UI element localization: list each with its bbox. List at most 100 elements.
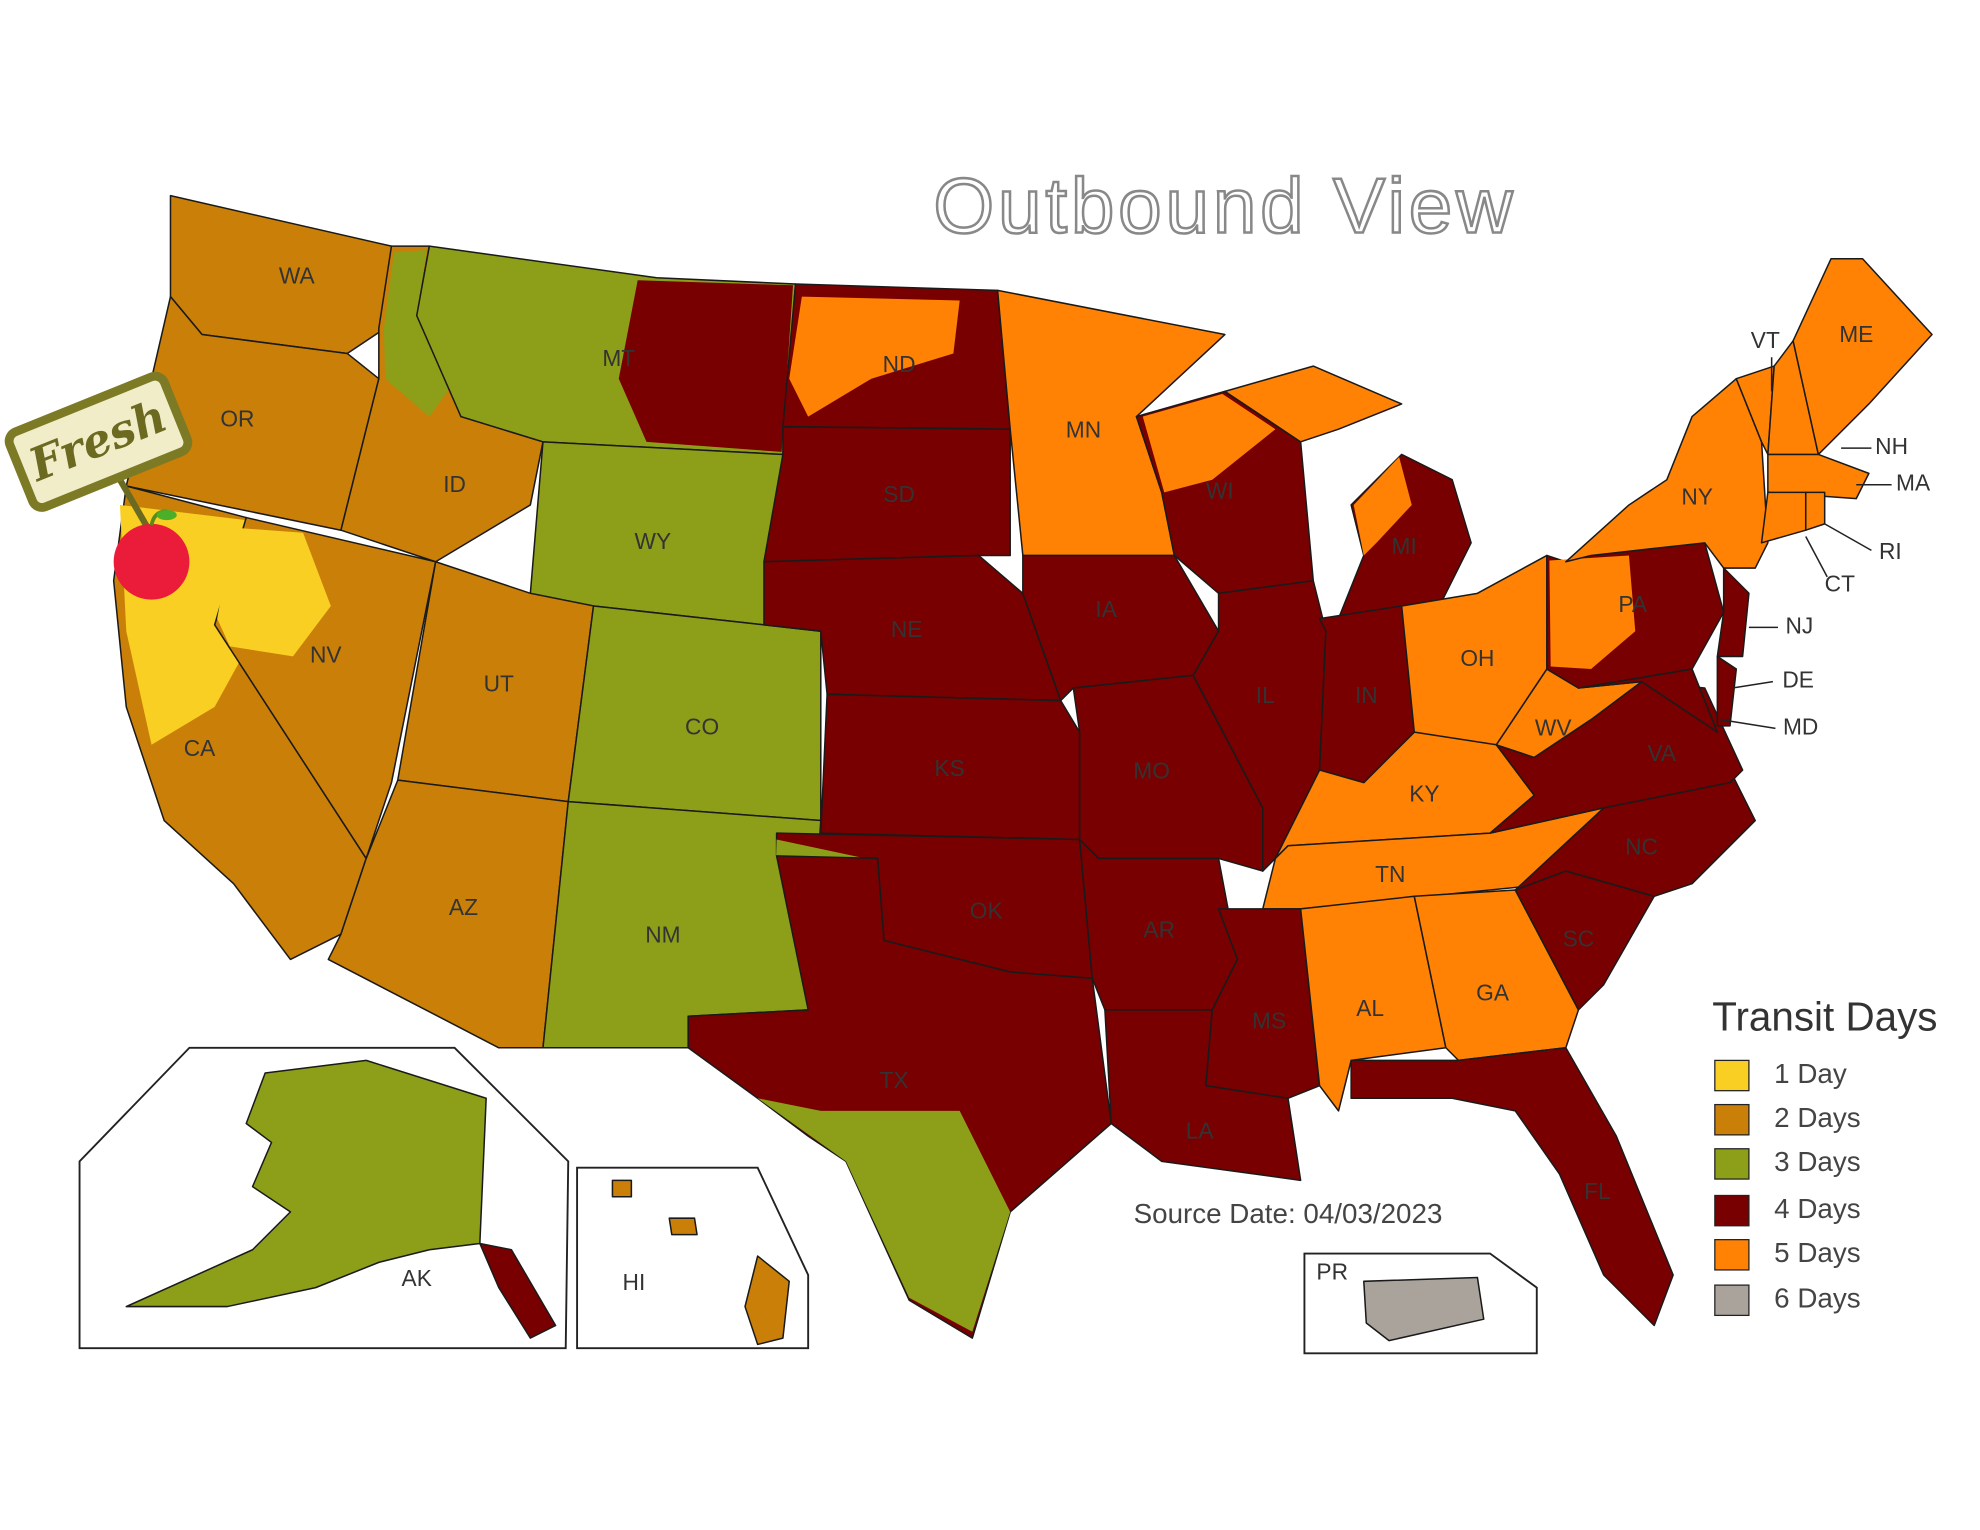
legend-label: 4 Days (1774, 1193, 1860, 1224)
legend-swatch (1714, 1284, 1750, 1317)
state-label: WV (1535, 715, 1572, 741)
hawaii (611, 1179, 633, 1198)
state-label: NY (1681, 484, 1713, 510)
state-label: IN (1355, 682, 1378, 708)
state-label: AR (1143, 917, 1175, 943)
state-label: VA (1647, 740, 1676, 766)
puerto-rico (1363, 1276, 1485, 1342)
state-label: MD (1783, 713, 1818, 739)
legend-label: 3 Days (1774, 1146, 1860, 1177)
badge-stick (117, 478, 152, 532)
state-label: TN (1375, 861, 1405, 887)
title: Outbound View (933, 162, 1516, 250)
state-label: CO (685, 713, 719, 739)
states (112, 194, 1933, 1339)
state-label: KY (1409, 780, 1439, 806)
cherry-leaf (156, 510, 177, 521)
legend-label: 6 Days (1774, 1283, 1860, 1314)
legend-swatch (1714, 1059, 1750, 1092)
inset-frame (78, 1046, 570, 1350)
region (1353, 456, 1412, 556)
state (1716, 567, 1750, 658)
leader-line (1805, 536, 1828, 578)
state-label: GA (1476, 980, 1510, 1006)
state-label: AZ (449, 894, 478, 920)
state-label: ID (443, 471, 466, 497)
state-label: SC (1563, 925, 1595, 951)
state-label: NV (310, 641, 342, 667)
state-labels: WA OR CA NV ID MT WY UT AZ CO NM ND SD N… (184, 263, 1931, 1295)
legend-swatch (1714, 1103, 1750, 1136)
state-label: FL (1584, 1178, 1611, 1204)
state-label: WI (1206, 477, 1234, 503)
state-label: MI (1392, 533, 1417, 559)
state (567, 605, 822, 822)
state-label: NM (645, 922, 680, 948)
state (1350, 1047, 1674, 1327)
region (789, 296, 960, 417)
state-label: MO (1133, 758, 1170, 784)
insets (78, 1046, 1538, 1355)
state-label: CT (1825, 571, 1855, 597)
leader-line (1732, 680, 1774, 689)
state-label: ND (883, 351, 916, 377)
state (1565, 377, 1769, 569)
state-label: PA (1618, 591, 1647, 617)
state-label: PR (1316, 1259, 1348, 1285)
legend-swatch (1714, 1194, 1750, 1227)
region (618, 280, 794, 452)
state-label: VT (1751, 327, 1780, 353)
leader-line (1719, 718, 1776, 730)
alaska (125, 1059, 487, 1308)
inset-frame (1303, 1252, 1538, 1355)
source-date: Source Date: 04/03/2023 (1134, 1198, 1443, 1229)
hawaii (668, 1217, 698, 1236)
state-label: AL (1356, 995, 1384, 1021)
state-label: LA (1186, 1117, 1215, 1143)
legend-label: 1 Day (1774, 1058, 1847, 1089)
legend-swatch (1714, 1239, 1750, 1271)
state-label: SD (883, 481, 915, 507)
state-label: IL (1256, 682, 1275, 708)
state-label: NJ (1786, 612, 1814, 638)
region (217, 527, 331, 657)
state-label: TX (880, 1067, 909, 1093)
state-label: MS (1252, 1008, 1286, 1034)
state-label: NH (1875, 433, 1908, 459)
state-label: WA (279, 263, 316, 289)
state-label: MA (1896, 470, 1931, 496)
badge-frame (4, 371, 193, 512)
state (1192, 579, 1327, 872)
state-label: MN (1066, 417, 1101, 443)
leader-lines (1719, 357, 1892, 730)
region (757, 1098, 1011, 1332)
inset-frame (576, 1166, 810, 1350)
region (1549, 555, 1636, 670)
legend-title: Transit Days (1712, 994, 1937, 1040)
state-label: CA (184, 735, 216, 761)
state-label: ME (1839, 321, 1873, 347)
state (1716, 655, 1738, 727)
state-label: AK (402, 1265, 432, 1291)
state-label: IA (1095, 596, 1117, 622)
region (383, 249, 453, 417)
state (1224, 365, 1403, 443)
state-label: OH (1460, 645, 1494, 671)
state-label: WY (635, 528, 672, 554)
hawaii (744, 1255, 790, 1346)
state-label: DE (1782, 667, 1814, 693)
state-label: RI (1879, 538, 1902, 564)
leader-line (1824, 523, 1872, 552)
legend: Transit Days 1 Day 2 Days 3 Days 4 Days … (1712, 994, 1938, 1317)
state-label: OK (970, 898, 1003, 924)
legend-label: 2 Days (1774, 1102, 1860, 1133)
legend-swatch (1714, 1148, 1750, 1180)
state-label: KS (934, 755, 964, 781)
state-label: NC (1625, 833, 1658, 859)
state-label: NE (891, 616, 923, 642)
alaska-panhandle (479, 1242, 557, 1339)
state (1767, 453, 1870, 500)
state-label: HI (623, 1269, 646, 1295)
cherry (113, 523, 190, 600)
